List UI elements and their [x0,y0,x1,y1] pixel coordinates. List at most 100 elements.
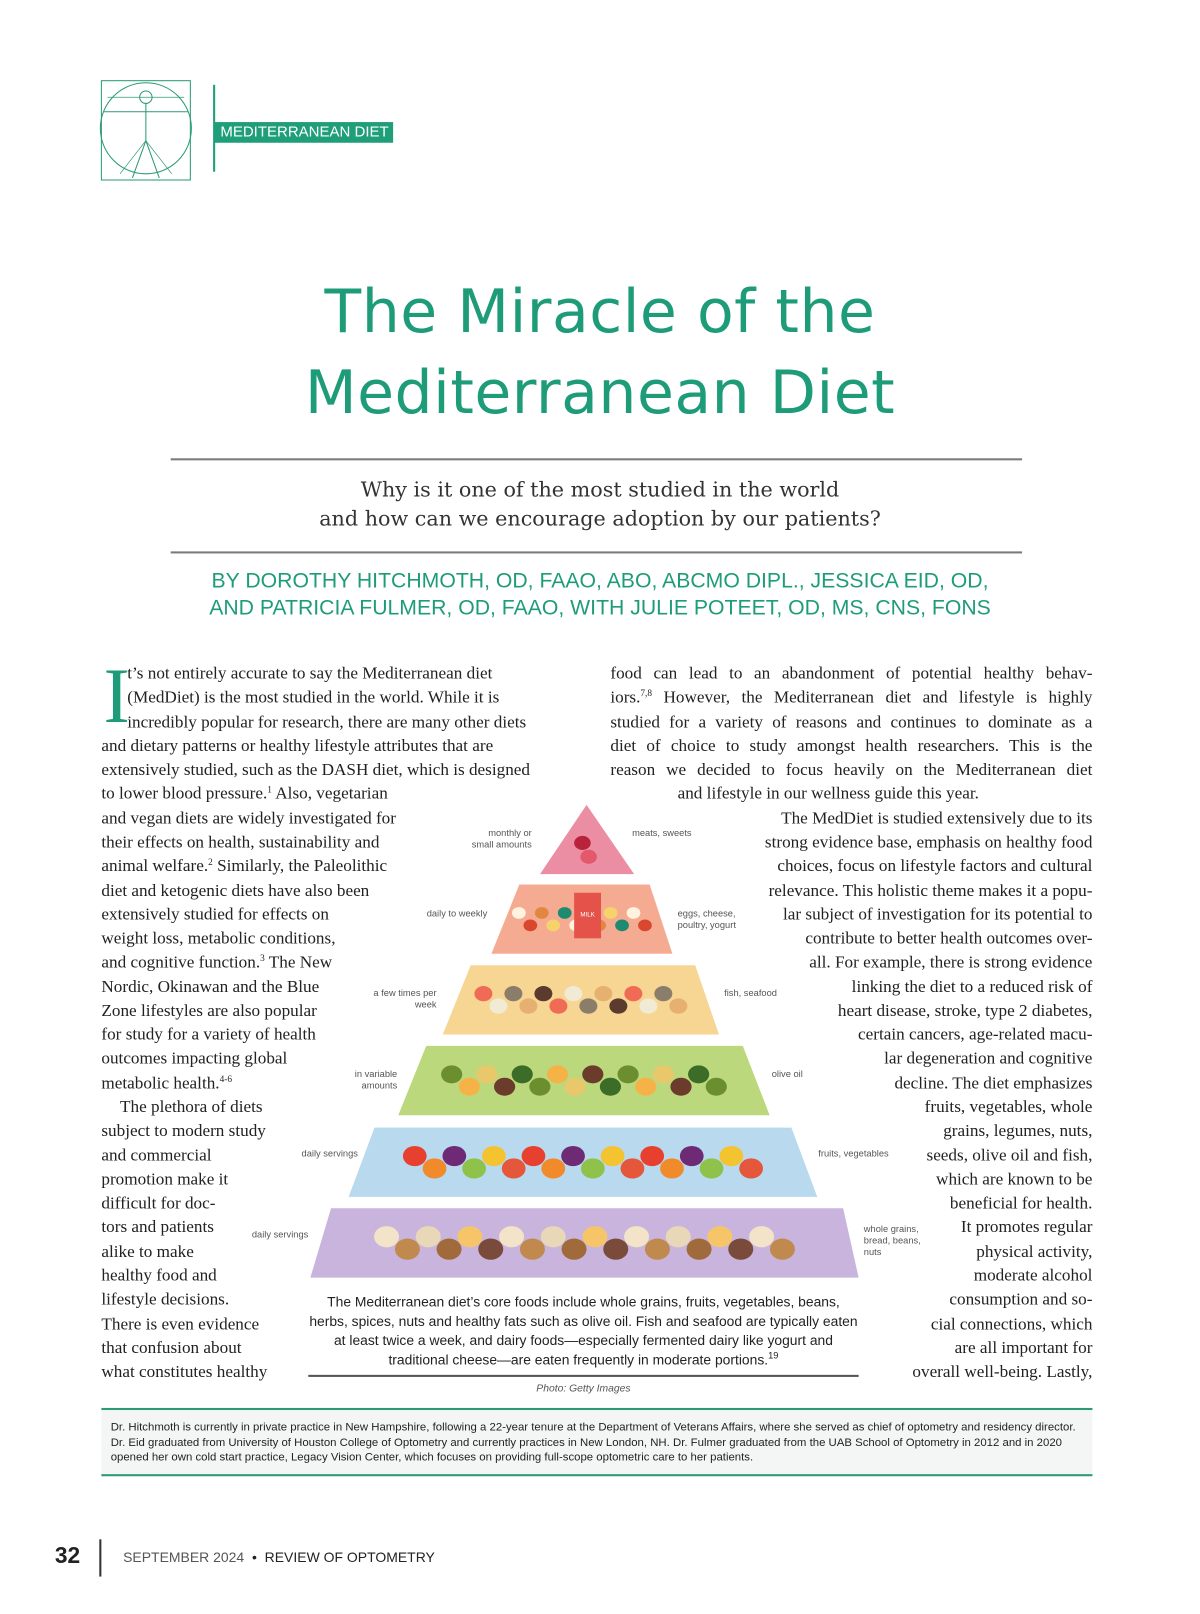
body-text-line: what constitutes healthy [101,1361,268,1382]
body-text-line: healthy food and [101,1265,217,1285]
body-text-line: all. For example, there is strong eviden… [809,952,1093,972]
food-item-icon [441,1065,463,1084]
body-text-line: strong evidence base, emphasis on health… [764,831,1093,852]
body-text-line: physical activity, [976,1241,1093,1261]
body-text-line: tors and patients [101,1217,214,1237]
food-item-icon [670,1077,692,1096]
body-text-line: and commercial [101,1144,212,1165]
author-bio: Dr. Hitchmoth is currently in private pr… [110,1421,1076,1464]
food-item-icon [457,1226,483,1248]
food-item-icon [521,1145,546,1167]
footer: SEPTEMBER 2024 • REVIEW OF OPTOMETRY [123,1550,435,1566]
body-text-line: seeds, olive oil and fish, [926,1144,1093,1165]
pyramid-food-label: fruits, vegetables [818,1148,889,1159]
body-text-line: and cognitive function.3 The New [101,952,333,972]
body-text-line: reason we decided to focus heavily on th… [610,759,1093,780]
body-text-line: Zone lifestyles are also popular [101,1000,317,1020]
food-item-icon [603,907,618,919]
body-text-line: lar degeneration and cognitive [884,1048,1093,1069]
pyramid-tier [310,1208,859,1278]
body-text-line: lar subject of investigation for its pot… [783,903,1093,924]
byline: BY DOROTHY HITCHMOTH, OD, FAAO, ABO, ABC… [0,568,1200,622]
food-pyramid-illustration: MILK [310,804,859,1278]
body-text-line: It promotes regular [960,1217,1093,1237]
milk-carton-icon [574,892,602,939]
food-item-icon [660,1158,684,1179]
food-item-icon [749,1226,775,1248]
caption-reference: 19 [768,1349,779,1360]
food-item-icon [422,1158,447,1179]
food-item-icon [501,1158,526,1179]
body-text-line: heart disease, stroke, type 2 diabetes, [837,1000,1093,1020]
photo-credit: Photo: Getty Images [536,1383,631,1395]
food-item-icon [534,907,549,919]
food-item-icon [705,1077,727,1096]
body-text-line: overall well-being. Lastly, [912,1361,1093,1382]
divider [170,458,1023,461]
food-item-icon [699,1158,724,1179]
food-item-icon [519,998,538,1014]
food-item-icon [478,1238,504,1260]
author-bio-box: Dr. Hitchmoth is currently in private pr… [101,1407,1093,1477]
food-item-icon [624,1226,650,1248]
food-item-icon [644,1238,670,1260]
body-text-line: diet and ketogenic diets have also been [101,879,370,900]
food-item-icon [489,998,508,1014]
section-label: MEDITERRANEAN DIET [214,122,393,143]
separator: • [251,1549,257,1566]
vitruvian-man-icon [99,80,192,181]
caption-rule [308,1374,859,1377]
pyramid-tier [442,965,719,1035]
food-item-icon [541,1158,566,1179]
food-item-icon [415,1226,441,1248]
body-text-line: decline. The diet emphasizes [894,1072,1093,1093]
food-item-icon [707,1226,733,1248]
food-item-icon [494,1077,516,1096]
body-text-line: Nordic, Okinawan and the Blue [101,976,320,996]
food-item-icon [617,1065,639,1084]
body-text-line: studied for a variety of reasons and con… [610,711,1093,731]
caption-text: The Mediterranean diet’s core foods incl… [309,1294,858,1368]
food-item-icon [546,1065,569,1084]
body-text-line: iors.7,8 However, the Mediterranean diet… [610,687,1093,707]
pyramid-frequency-label: daily to weekly [426,908,488,919]
food-item-icon [769,1238,795,1260]
body-text-line: their effects on health, sustainability … [101,831,380,852]
body-text-line: which are known to be [936,1168,1093,1189]
body-text-line: that confusion about [101,1337,242,1358]
food-item-icon [534,985,553,1002]
body-text-line: t’s not entirely accurate to say the Med… [127,663,493,683]
food-item-icon [458,1077,480,1096]
pyramid-frequency-label: daily servings [301,1148,358,1159]
food-item-icon [599,1077,622,1096]
food-item-icon [564,1077,586,1096]
body-text-line: The plethora of diets [120,1096,263,1117]
food-item-icon [557,907,572,919]
pyramid-frequency-label: daily servings [251,1228,309,1240]
body-text-line: alike to make [101,1241,194,1261]
issue-date: SEPTEMBER 2024 [123,1549,245,1566]
body-text-line: (MedDiet) is the most studied in the wor… [127,687,500,707]
body-text-line: lifestyle decisions. [101,1289,230,1309]
food-item-icon [635,1077,657,1096]
body-text-line: contribute to better health outcomes ove… [805,928,1093,948]
byline-line: AND PATRICIA FULMER, OD, FAAO, WITH JULI… [209,595,991,620]
body-text-line: linking the diet to a reduced risk of [851,976,1093,996]
food-item-icon [728,1238,754,1260]
body-text-line: beneficial for health. [949,1192,1093,1213]
food-item-icon [561,1145,585,1167]
body-text-line: certain cancers, age-related macu- [857,1024,1093,1045]
body-text-line: food can lead to an abandonment of poten… [610,663,1093,683]
food-item-icon [374,1226,400,1248]
title-line: Mediterranean Diet [304,356,896,428]
body-text-line: relevance. This holistic theme makes it … [768,879,1093,900]
food-item-icon [686,1238,712,1260]
body-text-line: and lifestyle in our wellness guide this… [677,783,979,804]
food-item-icon [436,1238,462,1260]
body-text-line: for study for a variety of health [101,1024,316,1045]
pyramid-tier [398,1045,770,1116]
food-item-icon [638,919,652,932]
food-item-icon [640,1145,665,1167]
food-item-icon [580,849,597,864]
body-text-line: outcomes impacting global [101,1048,288,1069]
